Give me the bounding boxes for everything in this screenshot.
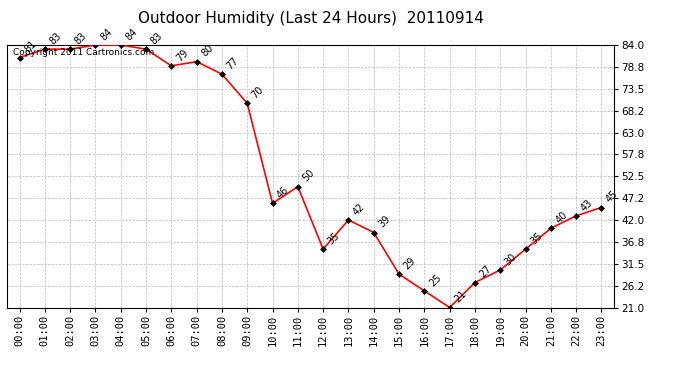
Text: Outdoor Humidity (Last 24 Hours)  20110914: Outdoor Humidity (Last 24 Hours) 2011091…: [137, 11, 484, 26]
Text: 46: 46: [275, 185, 291, 201]
Text: 39: 39: [377, 214, 392, 230]
Text: 40: 40: [553, 210, 569, 225]
Text: 83: 83: [149, 31, 164, 46]
Text: 81: 81: [22, 39, 38, 55]
Text: 80: 80: [199, 43, 215, 59]
Text: 29: 29: [402, 256, 417, 272]
Text: 83: 83: [48, 31, 63, 46]
Text: 83: 83: [73, 31, 88, 46]
Text: 27: 27: [477, 264, 493, 280]
Text: 42: 42: [351, 201, 367, 217]
Text: 45: 45: [604, 189, 620, 205]
Text: 35: 35: [529, 231, 544, 246]
Text: 50: 50: [301, 168, 317, 184]
Text: 35: 35: [326, 231, 342, 246]
Text: 70: 70: [250, 85, 266, 100]
Text: 77: 77: [225, 56, 241, 71]
Text: 25: 25: [427, 272, 443, 288]
Text: 84: 84: [124, 27, 139, 42]
Text: 21: 21: [453, 289, 469, 305]
Text: 84: 84: [98, 27, 114, 42]
Text: 30: 30: [503, 252, 519, 267]
Text: Copyright 2011 Cartronics.com: Copyright 2011 Cartronics.com: [13, 48, 155, 57]
Text: 43: 43: [579, 197, 595, 213]
Text: 79: 79: [174, 47, 190, 63]
